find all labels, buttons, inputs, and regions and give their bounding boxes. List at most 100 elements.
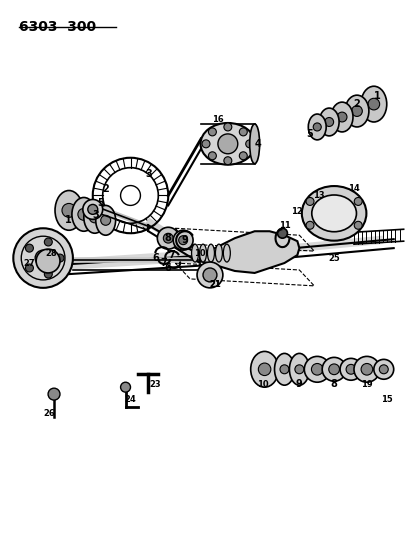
Text: 4: 4 — [254, 139, 261, 149]
Text: 13: 13 — [312, 191, 324, 200]
Text: 8: 8 — [330, 379, 337, 389]
Polygon shape — [200, 231, 299, 273]
Text: 10: 10 — [194, 248, 205, 257]
Circle shape — [163, 233, 173, 243]
Text: 5: 5 — [305, 129, 312, 139]
Circle shape — [208, 152, 216, 160]
Circle shape — [62, 204, 76, 217]
Circle shape — [25, 264, 34, 272]
Text: 10: 10 — [256, 379, 268, 389]
Circle shape — [223, 123, 231, 131]
Ellipse shape — [311, 195, 355, 232]
Ellipse shape — [321, 358, 345, 381]
Circle shape — [13, 228, 73, 288]
Ellipse shape — [274, 353, 294, 385]
Ellipse shape — [330, 102, 352, 132]
Text: 3: 3 — [145, 168, 151, 179]
Circle shape — [378, 365, 387, 374]
Text: 9: 9 — [181, 235, 188, 245]
Text: 2: 2 — [102, 183, 109, 193]
Text: 7: 7 — [160, 258, 166, 268]
Text: 7: 7 — [169, 250, 175, 260]
Ellipse shape — [301, 186, 366, 241]
Text: 2: 2 — [353, 99, 360, 109]
Circle shape — [305, 197, 313, 205]
Text: 16: 16 — [211, 115, 223, 124]
Ellipse shape — [199, 244, 206, 262]
Text: 25: 25 — [328, 254, 339, 263]
Text: 23: 23 — [149, 379, 161, 389]
Text: 19: 19 — [360, 379, 372, 389]
Circle shape — [311, 364, 322, 375]
Circle shape — [101, 215, 110, 225]
Text: 6: 6 — [152, 253, 158, 263]
Circle shape — [178, 236, 187, 245]
Ellipse shape — [353, 357, 379, 382]
Text: 6: 6 — [164, 263, 170, 273]
Text: 28: 28 — [45, 248, 57, 257]
Ellipse shape — [289, 353, 308, 385]
Circle shape — [44, 238, 52, 246]
Ellipse shape — [83, 201, 106, 233]
Circle shape — [351, 106, 362, 116]
Circle shape — [197, 262, 222, 288]
Circle shape — [367, 98, 379, 110]
Text: 21: 21 — [209, 280, 220, 289]
Circle shape — [88, 205, 97, 214]
Ellipse shape — [72, 197, 96, 231]
Circle shape — [294, 365, 303, 374]
Text: 5: 5 — [97, 198, 104, 208]
Circle shape — [89, 212, 100, 223]
Ellipse shape — [215, 244, 222, 262]
Circle shape — [217, 134, 237, 154]
Text: 15: 15 — [380, 394, 392, 403]
Ellipse shape — [191, 244, 198, 262]
Circle shape — [120, 382, 130, 392]
Circle shape — [239, 152, 247, 160]
Text: 8: 8 — [164, 233, 171, 243]
Circle shape — [360, 364, 372, 375]
Text: 6303  300: 6303 300 — [19, 20, 96, 34]
Text: 11: 11 — [278, 221, 290, 230]
Circle shape — [345, 365, 355, 374]
Circle shape — [202, 140, 209, 148]
Circle shape — [56, 254, 64, 262]
Circle shape — [48, 388, 60, 400]
Circle shape — [208, 128, 216, 136]
Circle shape — [328, 364, 339, 375]
Ellipse shape — [339, 358, 361, 380]
Circle shape — [305, 221, 313, 229]
Circle shape — [245, 140, 253, 148]
Ellipse shape — [319, 108, 338, 136]
Ellipse shape — [223, 244, 230, 262]
Ellipse shape — [360, 86, 386, 122]
Text: 27: 27 — [23, 259, 35, 268]
Circle shape — [277, 228, 287, 238]
Circle shape — [279, 365, 288, 374]
Ellipse shape — [308, 114, 326, 140]
Text: 9: 9 — [295, 379, 302, 389]
Text: 1: 1 — [373, 91, 379, 101]
Ellipse shape — [200, 123, 254, 165]
Circle shape — [312, 123, 321, 131]
Circle shape — [25, 244, 34, 252]
Ellipse shape — [96, 205, 115, 235]
Circle shape — [239, 128, 247, 136]
Text: 12: 12 — [291, 207, 303, 216]
Text: 3: 3 — [92, 211, 99, 220]
Ellipse shape — [250, 351, 278, 387]
Circle shape — [44, 270, 52, 278]
Text: 14: 14 — [347, 184, 359, 193]
Ellipse shape — [344, 95, 368, 127]
Circle shape — [324, 117, 333, 126]
Circle shape — [223, 157, 231, 165]
Text: 21: 21 — [209, 280, 220, 289]
Text: 26: 26 — [43, 409, 55, 418]
Circle shape — [353, 197, 361, 205]
Circle shape — [353, 221, 361, 229]
Circle shape — [83, 199, 102, 219]
Circle shape — [157, 227, 179, 249]
Circle shape — [173, 230, 193, 250]
Circle shape — [36, 249, 60, 273]
Circle shape — [78, 208, 90, 220]
